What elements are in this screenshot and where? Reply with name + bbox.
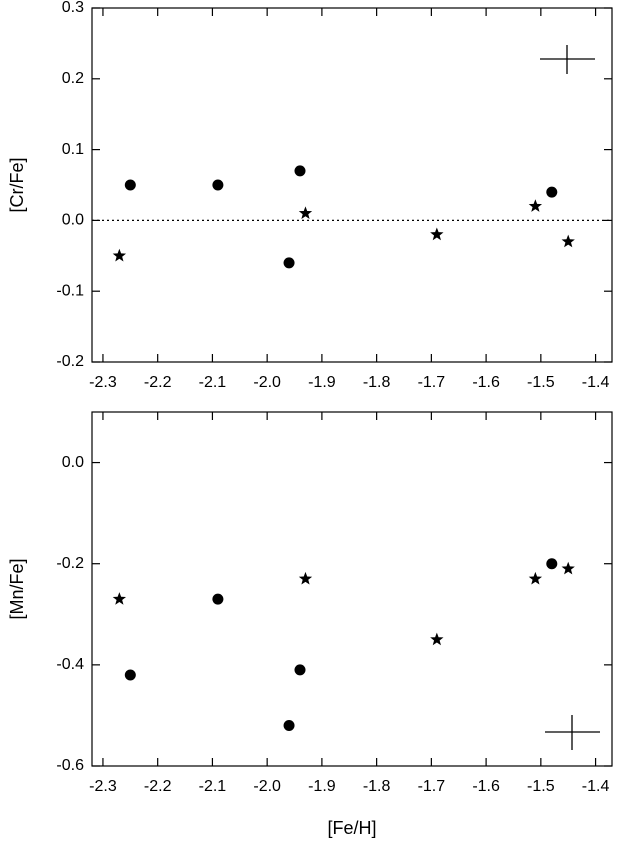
point (124, 669, 136, 681)
point (294, 664, 306, 676)
point (528, 571, 543, 585)
x-tick-label: -1.4 (582, 778, 610, 795)
point (212, 179, 224, 191)
point (283, 720, 295, 732)
y-tick-label: -0.6 (56, 757, 84, 774)
x-tick-label: -1.5 (527, 374, 555, 391)
point (112, 248, 127, 262)
y-tick-label: 0.2 (62, 70, 84, 87)
x-tick-label: -1.7 (418, 778, 446, 795)
error-cross (540, 45, 600, 750)
x-tick-label: -1.9 (308, 778, 336, 795)
x-tick-label: -2.3 (89, 374, 117, 391)
point (212, 593, 224, 605)
x-tick-label: -2.0 (253, 778, 281, 795)
x-tick-label: -1.5 (527, 778, 555, 795)
point (298, 571, 313, 585)
x-tick-label: -1.6 (472, 374, 500, 391)
x-tick-label: -2.3 (89, 778, 117, 795)
x-tick-label: -1.9 (308, 374, 336, 391)
point (546, 186, 558, 198)
x-tick-label: -2.2 (144, 374, 172, 391)
y-tick-label: 0.0 (62, 212, 84, 229)
plot-frame (91, 7, 613, 363)
point (283, 257, 295, 269)
x-tick-label: -1.6 (472, 778, 500, 795)
x-tick-label: -2.0 (253, 374, 281, 391)
point (430, 632, 444, 646)
plot-frame (91, 411, 613, 767)
point (528, 199, 543, 212)
y-axis-label: [Cr/Fe] (7, 157, 27, 212)
point (561, 234, 575, 248)
point (561, 561, 575, 575)
x-tick-label: -1.4 (582, 374, 610, 391)
point (546, 558, 558, 570)
y-tick-label: 0.1 (62, 141, 84, 158)
y-tick-label: -0.2 (56, 555, 84, 572)
y-tick-label: 0.0 (62, 454, 84, 471)
point (124, 179, 136, 191)
y-tick-label: -0.1 (56, 282, 84, 299)
x-tick-label: -2.2 (144, 778, 172, 795)
x-tick-label: -2.1 (199, 374, 227, 391)
point (298, 206, 313, 219)
x-tick-label: -1.7 (418, 374, 446, 391)
y-tick-label: -0.2 (56, 353, 84, 370)
x-tick-label: -1.8 (363, 778, 391, 795)
y-axis-label: [Mn/Fe] (7, 558, 27, 619)
x-axis-label: [Fe/H] (327, 818, 376, 838)
point (430, 227, 444, 241)
point (112, 592, 127, 605)
y-tick-label: -0.4 (56, 656, 84, 673)
x-tick-label: -1.8 (363, 374, 391, 391)
point (294, 165, 306, 177)
x-tick-label: -2.1 (199, 778, 227, 795)
y-tick-label: 0.3 (62, 0, 84, 16)
